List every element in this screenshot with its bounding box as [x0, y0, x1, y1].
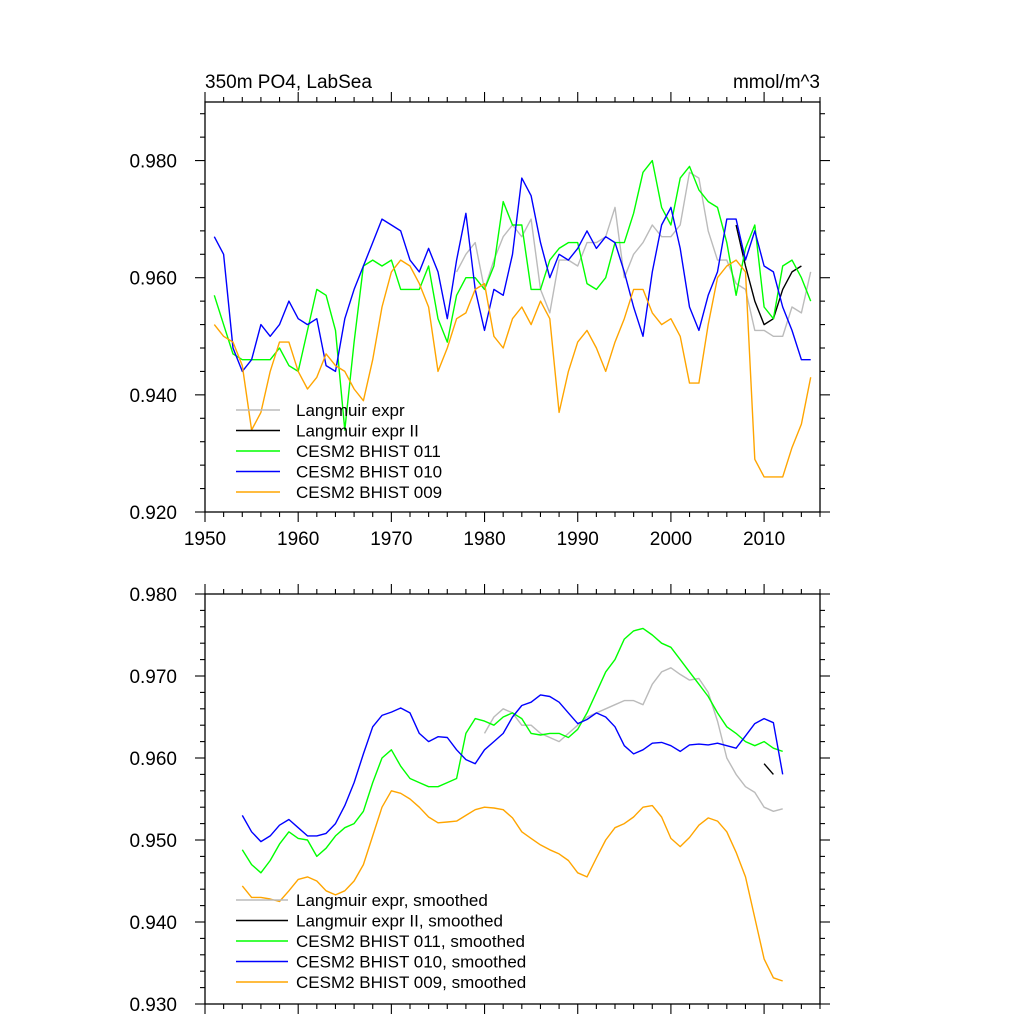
- series-line-cesm2-bhist-011-smoothed: [241, 627, 783, 874]
- chart-title: 350m PO4, LabSea: [205, 72, 372, 93]
- series-line-cesm2-bhist-010-smoothed: [241, 694, 784, 843]
- legend-label: CESM2 BHIST 011: [296, 442, 441, 461]
- panel-bottom: 0.930 0.940 0.950 0.960 0.970 0.980 Langmuir e…: [129, 584, 830, 1016]
- legend-label: CESM2 BHIST 009, smoothed: [296, 973, 526, 992]
- y-tick-label: 0.930: [129, 995, 177, 1016]
- x-tick-label: 1980: [463, 529, 505, 550]
- y-tick-label: 0.950: [129, 831, 177, 852]
- plot-frame: [204, 593, 821, 1005]
- series-line-langmuir-expr-smoothed: [483, 667, 783, 812]
- legend-label: CESM2 BHIST 010: [296, 463, 442, 482]
- legend-label: Langmuir expr, smoothed: [296, 891, 488, 910]
- legend-label: CESM2 BHIST 010, smoothed: [296, 953, 526, 972]
- y-tick-label: 0.920: [129, 503, 177, 524]
- y-tick-label: 0.960: [129, 269, 177, 290]
- x-tick-label: 2010: [743, 529, 785, 550]
- series-line-langmuir-expr-ii-smoothed: [763, 763, 774, 775]
- series-line-cesm2-bhist-009-smoothed: [241, 790, 783, 982]
- x-tick-label: 1950: [184, 529, 226, 550]
- y-tick-label: 0.970: [129, 667, 177, 688]
- x-tick-label: 1990: [557, 529, 599, 550]
- y-tick-label: 0.980: [129, 152, 177, 173]
- series-line-cesm2-bhist-010: [213, 177, 811, 373]
- series-line-cesm2-bhist-011: [213, 159, 812, 431]
- y-tick-label: 0.960: [129, 749, 177, 770]
- legend-label: Langmuir expr II: [296, 422, 419, 441]
- units-label: mmol/m^3: [733, 72, 820, 93]
- panel-top: 1950 1960 1970 1980 1990 2000 2010 0.920 0.940 0.…: [129, 72, 830, 550]
- legend-label: CESM2 BHIST 009: [296, 483, 442, 502]
- y-tick-label: 0.940: [129, 913, 177, 934]
- x-tick-label: 2000: [650, 529, 692, 550]
- legend-label: Langmuir expr: [296, 401, 405, 420]
- series-line-langmuir-expr-ii: [735, 224, 802, 326]
- y-tick-label: 0.980: [129, 585, 177, 606]
- plot-frame: [204, 101, 821, 513]
- series-line-cesm2-bhist-009: [213, 259, 812, 478]
- legend-label: Langmuir expr II, smoothed: [296, 912, 503, 931]
- x-tick-label: 1960: [277, 529, 319, 550]
- x-tick-label: 1970: [370, 529, 412, 550]
- legend-label: CESM2 BHIST 011, smoothed: [296, 932, 525, 951]
- y-tick-label: 0.940: [129, 386, 177, 407]
